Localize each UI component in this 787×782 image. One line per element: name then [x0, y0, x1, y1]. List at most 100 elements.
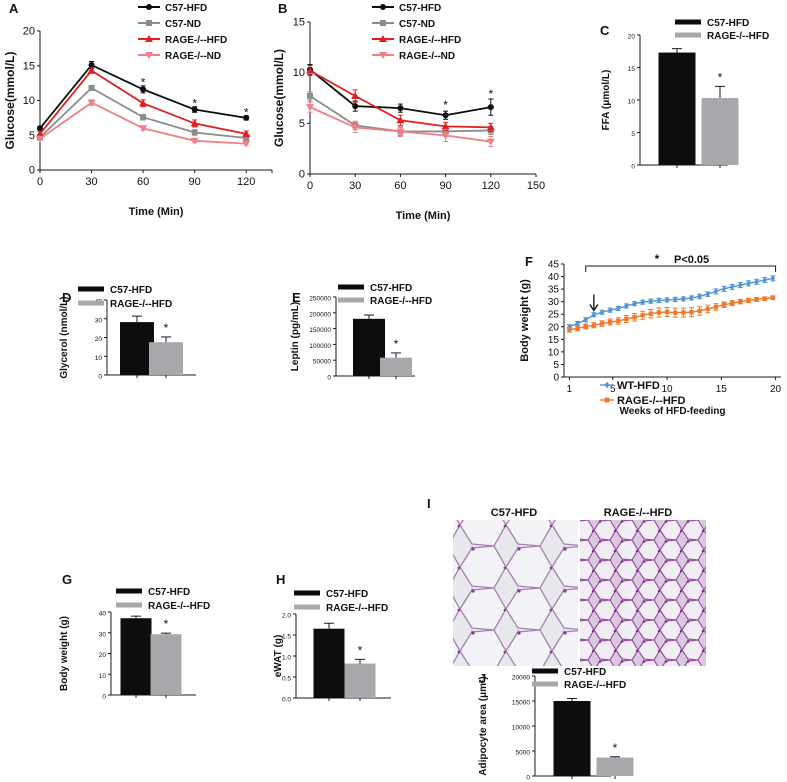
- significance-star: *: [141, 75, 146, 89]
- data-point: [673, 310, 678, 315]
- panel-h: H 0.0 0.5 1.0 1.5 2.0 eWAT (g) * C57-HFD RAGE-/--…: [273, 572, 391, 704]
- y-tick-label: 250000: [309, 296, 331, 303]
- data-point: [754, 297, 759, 302]
- data-point: [190, 119, 199, 127]
- significance-star: *: [443, 98, 448, 112]
- series-rage-nd: [36, 99, 251, 148]
- x-axis-title: Weeks of HFD-feeding: [620, 406, 726, 417]
- data-point: [632, 300, 637, 307]
- y-axis-title: Adipocyte area (μm²): [478, 676, 489, 775]
- legend-swatch: [294, 590, 320, 596]
- x-tick-label: 60: [137, 176, 149, 188]
- histology-title-right: RAGE-/--HFD: [604, 507, 672, 519]
- legend-swatch: [532, 681, 558, 687]
- histology-image-rage: [580, 520, 706, 666]
- bar-rage-hfd: [150, 634, 182, 695]
- data-point: [673, 296, 678, 303]
- panel-label-e: E: [292, 290, 301, 305]
- data-point: [689, 294, 694, 302]
- significance-star: *: [164, 321, 169, 335]
- y-tick-label: 0: [631, 164, 635, 171]
- y-tick-label: 30: [99, 631, 107, 638]
- y-axis-title: Body weight (g): [519, 279, 531, 362]
- y-tick-label: 15: [628, 66, 636, 73]
- legend-swatch: [532, 668, 558, 674]
- legend-swatch: [294, 604, 320, 610]
- data-point: [352, 103, 359, 110]
- legend-marker: [146, 20, 152, 26]
- y-axis-title: Leptin (pg/mL): [290, 302, 301, 371]
- bar-rage-hfd: [596, 757, 634, 776]
- significance-star: *: [488, 87, 493, 101]
- significance-star: *: [164, 617, 169, 631]
- y-tick-label: 0: [102, 694, 106, 701]
- y-tick-label: 25: [548, 310, 560, 321]
- data-point: [591, 311, 597, 318]
- legend-label: RAGE-/--HFD: [148, 601, 210, 612]
- data-point: [632, 315, 637, 320]
- x-tick-label: 15: [716, 384, 728, 395]
- legend-label: RAGE-/--HFD: [370, 296, 432, 307]
- legend-label: RAGE-/--HFD: [707, 31, 769, 42]
- data-point: [697, 293, 702, 300]
- x-axis-title: Time (Min): [396, 210, 451, 222]
- y-tick-label: 0.5: [282, 676, 291, 683]
- panel-d: D010203040Glycerol (nmol/L)*C57-HFDRAGE-…: [59, 285, 196, 381]
- legend-label: RAGE-/--ND: [399, 51, 455, 62]
- data-point: [396, 128, 405, 136]
- y-tick-label: 15: [23, 60, 35, 72]
- bar-rage-hfd: [701, 98, 739, 165]
- legend-label: RAGE-/--HFD: [564, 680, 626, 691]
- legend-swatch: [675, 32, 701, 38]
- data-point: [87, 99, 96, 107]
- y-tick-label: 1.0: [282, 655, 291, 662]
- y-tick-label: 1.5: [282, 634, 291, 641]
- legend-swatch: [675, 19, 701, 25]
- data-point: [599, 321, 605, 326]
- y-tick-label: 20: [95, 336, 103, 343]
- y-tick-label: 5: [29, 130, 35, 142]
- x-tick-label: 120: [237, 176, 255, 188]
- data-point: [36, 135, 44, 143]
- legend-marker: [380, 20, 386, 26]
- legend-swatch: [116, 588, 142, 594]
- y-tick-label: 200000: [309, 311, 331, 318]
- y-tick-label: 10: [99, 673, 107, 680]
- data-point: [607, 319, 613, 325]
- legend: C57-HFD RAGE-/--HFD: [116, 587, 210, 612]
- bar-c57-hfd: [353, 318, 385, 376]
- data-point: [396, 116, 405, 124]
- legend-label: C57-HFD: [326, 589, 368, 600]
- y-tick-label: 20: [23, 26, 35, 38]
- data-point: [306, 104, 314, 112]
- legend-marker: [146, 4, 152, 10]
- data-point: [770, 275, 776, 282]
- data-point: [575, 320, 580, 327]
- y-axis-title: Glucose(mmol/L): [3, 51, 17, 149]
- y-tick-label: 2.0: [282, 613, 291, 620]
- data-point: [486, 123, 495, 131]
- y-tick-label: 10: [548, 347, 560, 358]
- panel-label-a: A: [9, 1, 19, 16]
- legend-label: C57-ND: [399, 19, 435, 30]
- legend-label: RAGE-/--HFD: [617, 395, 685, 407]
- data-point: [770, 295, 776, 300]
- y-tick-label: 5: [553, 360, 559, 371]
- panel-a: A 0 5 10 15 20 0 30 60 90 120 Time (Min) Glucose(mmo…: [3, 1, 273, 218]
- y-axis-title: Glycerol (nmol/L): [59, 296, 70, 378]
- y-tick-label: 10: [23, 95, 35, 107]
- y-tick-label: 10: [293, 67, 305, 79]
- bar-c57-hfd: [120, 618, 152, 695]
- data-point: [729, 300, 735, 306]
- data-point: [441, 122, 450, 130]
- series-rage-hfd: [566, 295, 776, 333]
- significance-star: *: [613, 741, 618, 755]
- legend: C57-HFD C57-ND RAGE-/--HFD RAGE-/--ND: [372, 3, 461, 62]
- legend-marker: [379, 52, 387, 59]
- legend: C57-HFD RAGE-/--HFD: [338, 283, 432, 307]
- data-point: [307, 92, 313, 99]
- data-point: [88, 84, 95, 91]
- panel-label-j: J: [479, 671, 486, 686]
- data-point: [664, 309, 670, 315]
- data-point: [648, 311, 653, 316]
